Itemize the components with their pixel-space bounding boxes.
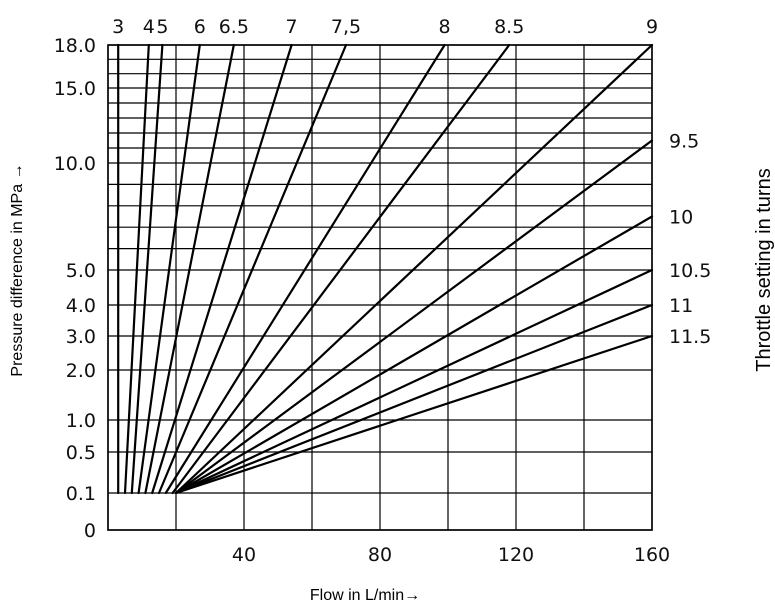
series-label: 9 (646, 16, 658, 38)
series-label: 11.5 (669, 326, 711, 348)
series-line-5 (130, 43, 164, 495)
y-tick-label: 2.0 (66, 360, 96, 382)
x-tick-label: 120 (498, 544, 534, 566)
series-label: 4 (143, 16, 155, 38)
series-line-4 (123, 43, 150, 495)
series-label: 9.5 (669, 131, 699, 153)
x-tick-label: 160 (634, 544, 670, 566)
y-tick-label: 0 (84, 520, 96, 542)
series-label: 10.5 (669, 260, 711, 282)
series-label: 6.5 (219, 16, 249, 38)
y-tick-label: 10.0 (54, 153, 96, 175)
y-tick-label: 0.1 (66, 483, 96, 505)
plot-frame (107, 44, 653, 531)
series-label: 3 (112, 16, 124, 38)
series-label: 8.5 (494, 16, 524, 38)
series-line-6-5 (144, 43, 235, 495)
series-line-7-5 (157, 43, 348, 495)
series-line-7 (151, 43, 293, 495)
series-label: 7 (286, 16, 298, 38)
series-label: 6 (194, 16, 206, 38)
y-tick-label: 0.5 (66, 442, 96, 464)
series-label: 8 (439, 16, 451, 38)
x-tick-label: 80 (368, 544, 392, 566)
y-tick-label: 18.0 (54, 35, 96, 57)
series-line-8 (164, 43, 446, 495)
x-axis-label: Flow in L/min→ (310, 587, 420, 604)
series-label: 10 (669, 207, 693, 229)
series-line-8-5 (171, 43, 511, 495)
y-tick-label: 1.0 (66, 410, 96, 432)
series-line-9 (174, 43, 654, 495)
series-line-10 (174, 215, 654, 495)
series-label: 11 (669, 295, 693, 317)
series-line-6 (137, 43, 201, 495)
x-tick-label: 40 (232, 544, 256, 566)
series-label: 7,5 (331, 16, 361, 38)
throttle-axis-label: Throttle setting in turns (753, 168, 775, 371)
series-line-9-5 (174, 139, 654, 495)
grid (107, 44, 653, 531)
series-line-10-5 (174, 268, 654, 495)
series-label: 5 (156, 16, 168, 38)
series-layer (117, 43, 654, 495)
y-tick-label: 3.0 (66, 326, 96, 348)
labels: 0 0.1 0.5 1.0 2.0 3.0 4.0 5.0 10.0 15.0 18.0 40 80 12… (54, 16, 712, 566)
y-tick-label: 5.0 (66, 260, 96, 282)
y-tick-label: 15.0 (54, 78, 96, 100)
series-line-11-5 (174, 334, 654, 495)
y-tick-label: 4.0 (66, 295, 96, 317)
series-line-11 (174, 303, 654, 495)
y-axis-label: Pressure difference in MPa → (9, 163, 26, 376)
